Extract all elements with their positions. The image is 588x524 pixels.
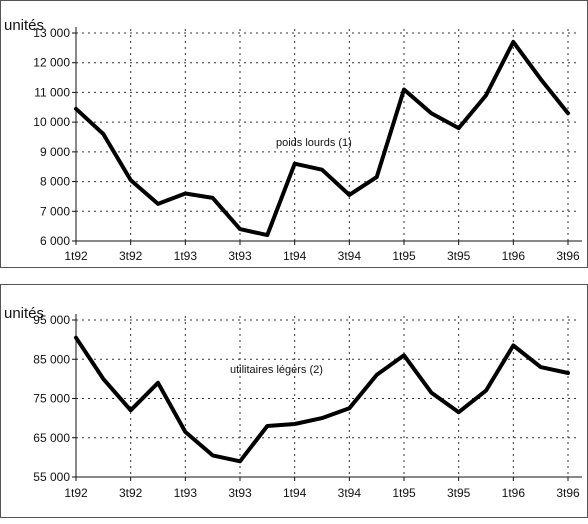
bottom-unit-label: unités [4,305,44,322]
bottom-x-tick-label: 3t92 [119,486,143,500]
top-y-tick-label: 13 000 [33,26,70,40]
top-y-tick-label: 8 000 [40,175,70,189]
top-x-tick-label: 1t95 [392,249,416,263]
top-x-tick-label: 1t96 [502,249,526,263]
top-unit-label: unités [4,17,44,34]
bottom-y-tick-label: 55 000 [33,470,70,484]
top-y-tick-label: 9 000 [40,145,70,159]
top-y-tick-label: 10 000 [33,115,70,129]
bottom-x-tick-label: 1t94 [283,486,307,500]
bottom-series-label: utilitaires légers (2) [230,364,323,376]
bottom-y-tick-label: 65 000 [33,431,70,445]
bottom-y-tick-label: 85 000 [33,352,70,366]
bottom-x-tick-label: 3t96 [556,486,580,500]
chart-heavy-trucks: 6 000 7 000 8 000 9 000 10 000 11 000 12 000 13… [4,17,582,263]
bottom-x-tick-label: 3t93 [228,486,252,500]
bottom-series-line [74,335,570,464]
top-y-tick-label: 7 000 [40,204,70,218]
top-x-tick-label: 3t95 [447,249,471,263]
top-y-tick-label: 12 000 [33,56,70,70]
bottom-x-tick-label: 1t93 [174,486,198,500]
top-y-tick-label: 11 000 [34,85,70,99]
bottom-x-tick-label: 1t92 [64,486,88,500]
top-x-tick-label: 1t94 [283,249,307,263]
bottom-x-tick-label: 3t95 [447,486,471,500]
chart-light-vehicles: 55 000 65 000 75 000 85 000 95 000 1t92 3t92 1t… [4,305,582,500]
bottom-x-tick-label: 3t94 [338,486,362,500]
top-x-tick-label: 1t93 [174,249,198,263]
bottom-chart-frame [0,284,588,518]
top-x-tick-label: 1t92 [64,249,88,263]
bottom-x-tick-label: 1t96 [502,486,526,500]
top-x-tick-label: 3t94 [338,249,362,263]
top-x-tick-label: 3t96 [556,249,580,263]
top-y-tick-label: 6 000 [40,234,70,248]
bottom-y-tick-label: 75 000 [33,392,70,406]
top-x-tick-label: 3t92 [119,249,143,263]
top-x-tick-label: 3t93 [228,249,252,263]
top-series-label: poids lourds (1) [276,137,352,149]
top-chart-frame [0,0,588,268]
bottom-x-tick-label: 1t95 [392,486,416,500]
bottom-y-tick-label: 95 000 [33,313,70,327]
